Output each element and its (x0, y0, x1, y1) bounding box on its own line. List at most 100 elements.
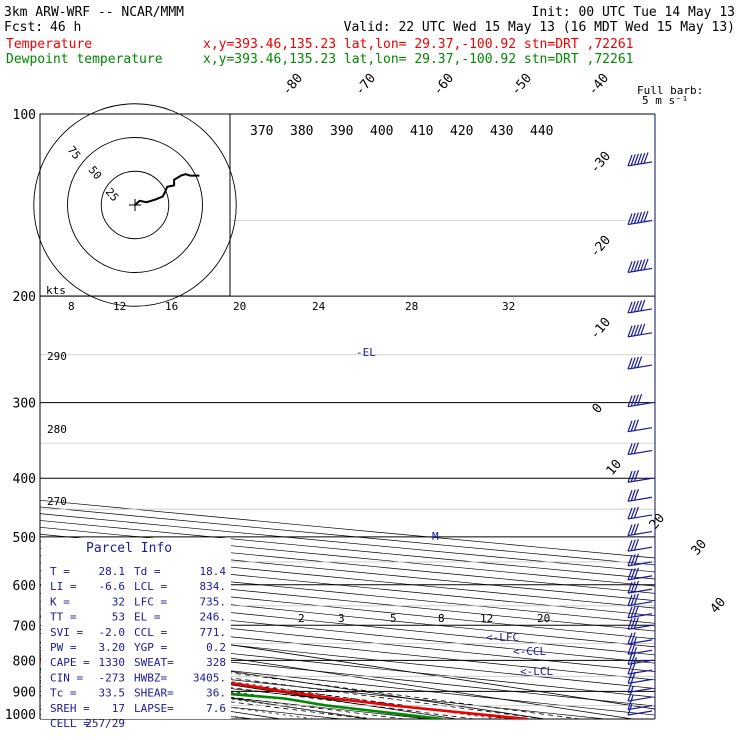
moist-adiabat (40, 652, 545, 719)
pressure-label: 500 (13, 531, 36, 546)
parcel-field-value: -6.6 (99, 580, 126, 593)
isotherm-label: 10 (604, 457, 626, 479)
parcel-field-value: -2.0 (99, 626, 126, 639)
parcel-field-value: 257/29 (85, 717, 125, 730)
hodograph-speed-tick: 24 (312, 300, 326, 313)
wind-barbs (627, 114, 656, 719)
forecast-label: Fcst: (4, 20, 43, 35)
wind-barb (627, 698, 653, 711)
model-title: 3km ARW-WRF -- NCAR/MMM (4, 5, 184, 20)
wind-barb (627, 617, 653, 630)
forecast-hours: 46 h (50, 20, 81, 35)
isotherm-label: 0 (590, 401, 607, 417)
isotherm-label: -80 (280, 71, 307, 99)
legend-dewpoint-info: x,y=393.46,135.23 lat,lon= 29.37,-100.92… (203, 52, 633, 67)
wind-barb (627, 506, 653, 520)
parcel-field-value: 0.2 (206, 641, 226, 654)
wind-barb (627, 553, 653, 567)
parcel-field-value: 771. (200, 626, 227, 639)
theta-e-label: 270 (47, 495, 67, 508)
parcel-level-annotation: -EL (356, 346, 376, 359)
parcel-field-label: CELL = (50, 717, 90, 730)
pressure-label: 700 (13, 619, 36, 634)
barb-legend-title: Full barb: (637, 84, 703, 97)
hodograph-speed-tick: 12 (113, 300, 126, 313)
theta-label: 440 (530, 124, 553, 139)
isotherm-label: -70 (353, 71, 380, 99)
parcel-field-label: CIN = (50, 671, 83, 684)
theta-label: 400 (370, 124, 393, 139)
hodograph-units: kts (46, 284, 66, 297)
wind-barb (627, 152, 653, 167)
barb-legend-units: 5 m s⁻¹ (642, 94, 688, 107)
theta-label: 430 (490, 124, 513, 139)
isotherm-label: 40 (708, 595, 730, 617)
parcel-field-value: 834. (200, 580, 227, 593)
init-time: Init: 00 UTC Tue 14 May 13 (532, 5, 736, 20)
pressure-label: 1000 (5, 708, 36, 723)
temperature-line (40, 659, 529, 719)
parcel-field-value: 1330 (99, 656, 126, 669)
parcel-field-label: SWEAT= (134, 656, 174, 669)
mixing-ratio-label: 3 (338, 612, 345, 625)
hodograph-ring (33, 103, 237, 307)
parcel-field-value: 3.20 (99, 641, 126, 654)
pressure-label: 300 (13, 397, 36, 412)
isotherm-label: -60 (431, 71, 458, 99)
pressure-label: 400 (13, 472, 36, 487)
parcel-field-value: 328 (206, 656, 226, 669)
isotherm-label: -30 (588, 149, 615, 177)
parcel-field-label: SHEAR= (134, 687, 174, 700)
parcel-field-value: 53 (112, 611, 125, 624)
parcel-field-value: 32 (112, 595, 125, 608)
parcel-field-label: TT = (50, 611, 77, 624)
wind-barb (627, 442, 653, 456)
wind-barb (627, 632, 653, 645)
chart-frame (39, 113, 656, 720)
wind-barb (627, 323, 653, 338)
wind-barb (627, 419, 653, 433)
pressure-label: 800 (13, 654, 36, 669)
wind-barb (627, 523, 653, 537)
parcel-field-label: K = (50, 595, 70, 608)
parcel-field-value: 735. (200, 595, 227, 608)
wind-barb (627, 393, 653, 408)
wind-barb (627, 605, 653, 619)
hodograph-speed-tick: 28 (405, 300, 418, 313)
theta-e-label: 280 (47, 423, 67, 436)
mixing-ratio-label: 12 (480, 612, 493, 625)
isotherm-label: -10 (588, 315, 615, 343)
wind-barb (627, 593, 653, 607)
parcel-field-label: LFC = (134, 595, 167, 608)
pressure-label: 600 (13, 579, 36, 594)
isotherm-label: -40 (586, 71, 613, 99)
hodograph-ring (67, 137, 203, 273)
mixing-ratio-label: 20 (537, 612, 550, 625)
parcel-field-value: 36. (206, 687, 226, 700)
legend-temperature: Temperature (6, 37, 92, 52)
parcel-field-value: 18.4 (200, 565, 227, 578)
wind-barb (627, 356, 653, 370)
parcel-field-label: SVI = (50, 626, 83, 639)
hodograph-trace (134, 173, 200, 206)
parcel-field-value: -273 (99, 671, 126, 684)
theta-label: 390 (330, 124, 353, 139)
wind-barb (627, 642, 653, 655)
parcel-field-label: LAPSE= (134, 702, 174, 715)
valid-time: Valid: 22 UTC Wed 15 May 13 (16 MDT Wed … (344, 20, 735, 35)
hodograph-speed-tick: 20 (233, 300, 246, 313)
parcel-field-value: 7.6 (206, 702, 226, 715)
parcel-field-value: 17 (112, 702, 125, 715)
parcel-field-value: 28.1 (99, 565, 126, 578)
theta-label: 370 (250, 124, 273, 139)
hodograph-ring (100, 170, 170, 240)
parcel-level-annotation: M (432, 530, 439, 543)
parcel-field-label: CAPE = (50, 656, 90, 669)
wind-barb (627, 489, 653, 502)
parcel-field-label: T = (50, 565, 70, 578)
parcel-field-value: 33.5 (99, 687, 126, 700)
theta-label: 410 (410, 124, 433, 139)
parcel-field-value: 3405. (193, 671, 226, 684)
